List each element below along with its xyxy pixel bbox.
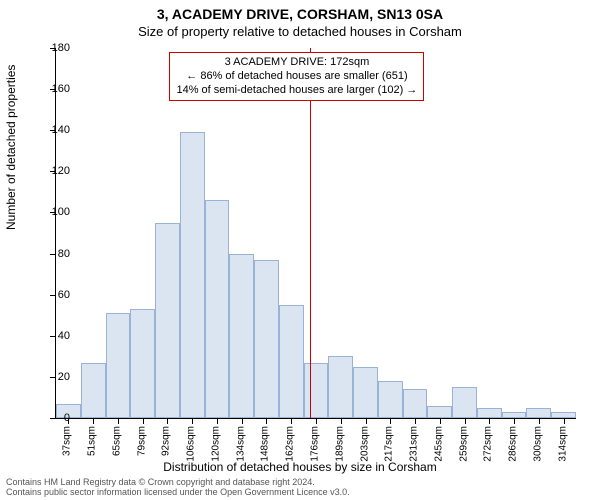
y-tick-label: 60 [40, 289, 70, 301]
histogram-bar [526, 408, 551, 418]
y-tick-label: 180 [40, 42, 70, 54]
x-tick-label: 134sqm [235, 426, 246, 462]
x-tick-label: 37sqm [62, 426, 73, 456]
x-tick [93, 418, 94, 424]
property-marker-line [310, 48, 311, 418]
histogram-bar [229, 254, 254, 418]
histogram-bar [81, 363, 106, 419]
histogram-bar [279, 305, 304, 418]
attribution-footer: Contains HM Land Registry data © Crown c… [6, 478, 350, 498]
histogram-bar [106, 313, 131, 418]
y-tick-label: 20 [40, 371, 70, 383]
annotation-box: 3 ACADEMY DRIVE: 172sqm← 86% of detached… [169, 52, 424, 101]
x-tick-label: 300sqm [532, 426, 543, 462]
x-tick-label: 231sqm [409, 426, 420, 462]
x-tick-label: 272sqm [483, 426, 494, 462]
histogram-bar [353, 367, 378, 418]
x-tick-label: 79sqm [136, 426, 147, 456]
x-tick-label: 189sqm [334, 426, 345, 462]
chart-subtitle: Size of property relative to detached ho… [0, 24, 600, 39]
x-tick [390, 418, 391, 424]
x-tick-label: 92sqm [161, 426, 172, 456]
x-tick-label: 259sqm [458, 426, 469, 462]
x-tick [366, 418, 367, 424]
footer-line-2: Contains public sector information licen… [6, 488, 350, 498]
annotation-line: ← 86% of detached houses are smaller (65… [176, 70, 417, 84]
histogram-bar [254, 260, 279, 418]
chart-title: 3, ACADEMY DRIVE, CORSHAM, SN13 0SA [0, 6, 600, 22]
plot-area: 3 ACADEMY DRIVE: 172sqm← 86% of detached… [55, 48, 576, 419]
x-tick [118, 418, 119, 424]
x-tick-label: 65sqm [111, 426, 122, 456]
x-tick [514, 418, 515, 424]
x-tick-label: 286sqm [508, 426, 519, 462]
x-tick [143, 418, 144, 424]
histogram-bar [452, 387, 477, 418]
x-tick [341, 418, 342, 424]
x-tick-label: 203sqm [359, 426, 370, 462]
x-tick [291, 418, 292, 424]
x-tick [564, 418, 565, 424]
x-tick [192, 418, 193, 424]
chart-container: 3, ACADEMY DRIVE, CORSHAM, SN13 0SA Size… [0, 0, 600, 500]
histogram-bar [328, 356, 353, 418]
histogram-bar [378, 381, 403, 418]
histogram-bar [130, 309, 155, 418]
x-tick-label: 148sqm [260, 426, 271, 462]
y-tick-label: 160 [40, 83, 70, 95]
y-tick-label: 120 [40, 165, 70, 177]
histogram-bar [180, 132, 205, 418]
y-tick-label: 40 [40, 330, 70, 342]
x-tick-label: 120sqm [210, 426, 221, 462]
x-tick [465, 418, 466, 424]
x-tick [242, 418, 243, 424]
annotation-line: 14% of semi-detached houses are larger (… [176, 84, 417, 98]
y-tick-label: 0 [40, 412, 70, 424]
x-tick-label: 162sqm [285, 426, 296, 462]
y-tick-label: 80 [40, 248, 70, 260]
x-tick-label: 176sqm [310, 426, 321, 462]
histogram-bars [56, 48, 576, 418]
histogram-bar [427, 406, 452, 418]
annotation-line: 3 ACADEMY DRIVE: 172sqm [176, 56, 417, 70]
x-tick-label: 51sqm [87, 426, 98, 456]
x-tick [415, 418, 416, 424]
histogram-bar [403, 389, 428, 418]
x-tick-label: 106sqm [186, 426, 197, 462]
histogram-bar [477, 408, 502, 418]
x-tick [167, 418, 168, 424]
x-tick [266, 418, 267, 424]
x-tick-label: 217sqm [384, 426, 395, 462]
y-axis-label: Number of detached properties [4, 65, 18, 230]
x-axis-label: Distribution of detached houses by size … [0, 460, 600, 474]
histogram-bar [304, 363, 329, 419]
x-tick [440, 418, 441, 424]
y-tick-label: 100 [40, 206, 70, 218]
x-tick-label: 245sqm [433, 426, 444, 462]
x-tick-label: 314sqm [557, 426, 568, 462]
x-tick [489, 418, 490, 424]
y-tick-label: 140 [40, 124, 70, 136]
x-tick [539, 418, 540, 424]
x-tick [316, 418, 317, 424]
histogram-bar [205, 200, 230, 418]
x-tick [217, 418, 218, 424]
histogram-bar [155, 223, 180, 418]
